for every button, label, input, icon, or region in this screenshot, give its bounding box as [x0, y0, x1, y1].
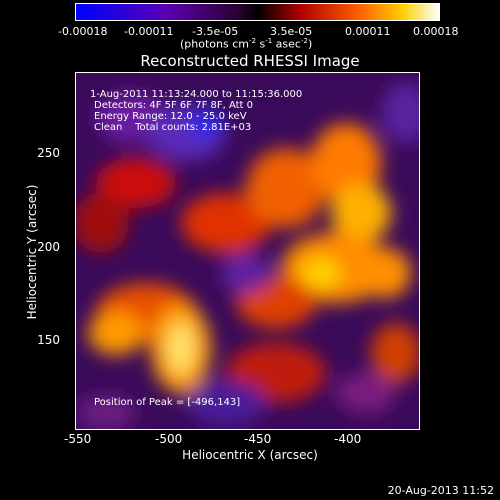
x-tick-label: -450: [244, 432, 272, 446]
y-axis-label: Heliocentric Y (arcsec): [25, 184, 39, 320]
x-tick-label: -550: [64, 432, 92, 446]
colorbar-tick: 0.00011: [345, 25, 391, 38]
x-tick-label: -400: [334, 432, 362, 446]
detectors-label: Detectors: 4F 5F 6F 7F 8F, Att 0: [94, 100, 254, 111]
colorbar-gradient: [76, 4, 439, 20]
peak-position-label: Position of Peak = [-496,143]: [94, 397, 241, 408]
colorbar: [75, 3, 440, 21]
y-tick-label: 150: [37, 333, 60, 347]
x-axis-label: Heliocentric X (arcsec): [182, 448, 318, 462]
colorbar-unit-label: (photons cm-2 s-1 asec-2): [180, 37, 313, 51]
colorbar-tick: 3.5e-05: [270, 25, 313, 38]
y-tick-label: 250: [37, 146, 60, 160]
colorbar-tick: -0.00018: [58, 25, 108, 38]
time-range-label: 1-Aug-2011 11:13:24.000 to 11:15:36.000: [90, 89, 303, 100]
rhessi-image-plot: 1-Aug-2011 11:13:24.000 to 11:15:36.000 …: [75, 72, 420, 430]
energy-range-label: Energy Range: 12.0 - 25.0 keV: [94, 111, 247, 122]
datestamp: 20-Aug-2013 11:52: [387, 484, 494, 497]
clean-counts-label: Clean Total counts: 2.81E+03: [94, 122, 252, 133]
colorbar-tick: -0.00011: [124, 25, 174, 38]
colorbar-tick: 0.00018: [413, 25, 459, 38]
plot-title: Reconstructed RHESSI Image: [140, 52, 360, 70]
y-tick-label: 200: [37, 240, 60, 254]
x-tick-label: -500: [155, 432, 183, 446]
colorbar-tick: -3.5e-05: [192, 25, 239, 38]
rhessi-image: [76, 73, 419, 429]
